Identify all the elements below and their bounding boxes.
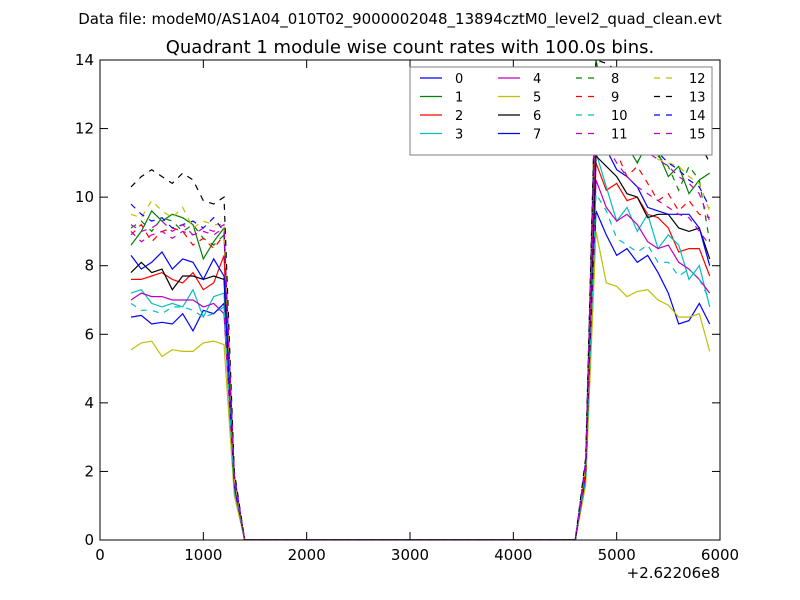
legend-label-5: 5 — [533, 91, 541, 106]
legend-label-1: 1 — [455, 91, 463, 106]
x-tick-label: 0 — [95, 546, 105, 564]
y-tick-label: 14 — [75, 51, 94, 69]
series-line-5 — [130, 231, 711, 540]
legend-label-14: 14 — [689, 109, 706, 124]
series-line-7 — [130, 118, 711, 540]
legend-label-3: 3 — [455, 128, 463, 143]
y-tick-label: 6 — [84, 325, 94, 343]
legend-label-6: 6 — [533, 109, 541, 124]
y-tick-label: 8 — [84, 257, 94, 275]
series-line-2 — [131, 162, 711, 540]
x-offset-label: +2.62206e8 — [627, 564, 720, 582]
y-tick-label: 10 — [75, 188, 94, 206]
y-tick-label: 0 — [84, 531, 94, 549]
x-tick-label: 5000 — [598, 546, 636, 564]
legend-label-12: 12 — [689, 72, 706, 87]
x-tick-label: 1000 — [184, 546, 222, 564]
legend-label-15: 15 — [689, 128, 706, 143]
legend-label-13: 13 — [689, 91, 706, 106]
y-tick-label: 2 — [84, 462, 94, 480]
x-tick-label: 2000 — [288, 546, 326, 564]
legend-label-2: 2 — [455, 109, 463, 124]
legend-label-10: 10 — [611, 109, 628, 124]
legend-label-4: 4 — [533, 72, 541, 87]
x-tick-label: 4000 — [494, 546, 532, 564]
legend-label-11: 11 — [611, 128, 628, 143]
suptitle: Data file: modeM0/AS1A04_010T02_90000020… — [78, 10, 722, 29]
x-tick-label: 3000 — [391, 546, 429, 564]
y-tick-label: 12 — [75, 120, 94, 138]
legend-label-7: 7 — [533, 128, 541, 143]
legend-frame — [409, 66, 713, 156]
y-tick-label: 4 — [84, 394, 94, 412]
legend-label-9: 9 — [611, 91, 619, 106]
x-tick-label: 6000 — [701, 546, 739, 564]
chart-title: Quadrant 1 module wise count rates with … — [166, 37, 655, 58]
legend-label-8: 8 — [611, 72, 619, 87]
legend-label-0: 0 — [455, 72, 463, 87]
